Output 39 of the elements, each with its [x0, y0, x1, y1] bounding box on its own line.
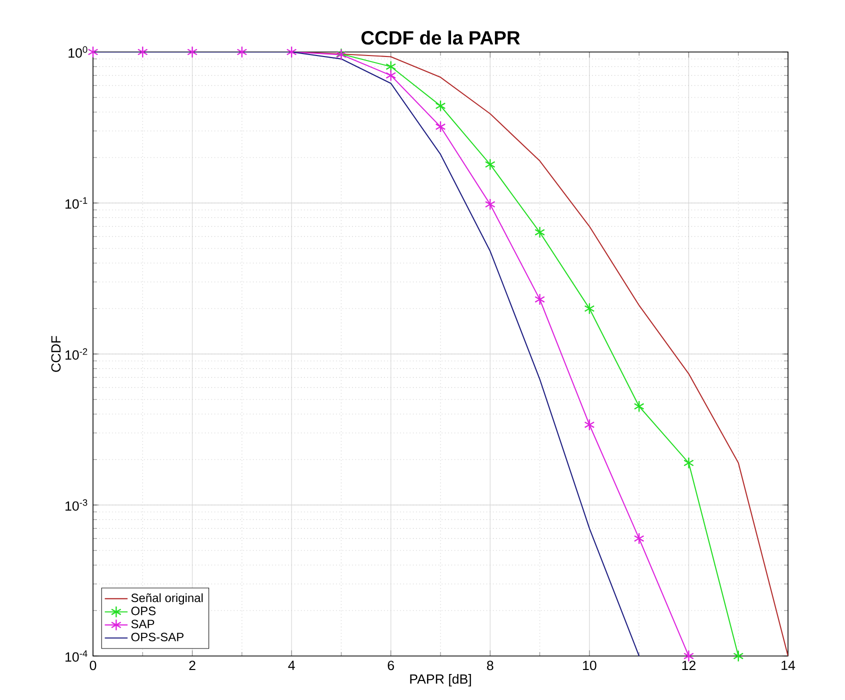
- point: [684, 456, 694, 469]
- point: [386, 69, 396, 82]
- point: [534, 226, 546, 238]
- y-tick-label: 10$^{-4}$: [66, 650, 88, 662]
- point: [236, 46, 248, 58]
- y-tick-label: 10$^{-3}$: [66, 499, 88, 511]
- point: [733, 650, 744, 662]
- point: [386, 60, 396, 73]
- point: [534, 293, 546, 306]
- legend-label: OPS: [131, 606, 156, 616]
- point: [435, 100, 446, 112]
- x-tick-label: 10: [583, 660, 596, 670]
- x-tick-label: 6: [388, 660, 394, 670]
- x-tick-label: 2: [189, 660, 196, 670]
- y-axis-title: CCDF: [51, 336, 61, 372]
- point: [286, 46, 297, 58]
- point: [484, 158, 496, 170]
- chart-title: CCDF de la PAPR: [361, 30, 520, 45]
- y-tick-label: 10$^{-2}$: [66, 348, 88, 360]
- point: [137, 46, 148, 58]
- x-axis-title: PAPR [dB]: [410, 674, 471, 686]
- y-tick-label: 10$^{-1}$: [66, 197, 88, 209]
- point: [88, 46, 98, 58]
- legend-label: Señal original: [131, 593, 203, 605]
- legend-label: OPS-SAP: [131, 632, 184, 642]
- point: [435, 120, 446, 133]
- legend-label: SAP: [131, 620, 154, 628]
- point: [187, 46, 198, 58]
- x-tick-label: 0: [90, 660, 96, 670]
- point: [634, 400, 644, 412]
- x-tick-label: 14: [782, 660, 796, 670]
- point: [484, 198, 496, 210]
- point: [634, 532, 644, 544]
- point: [584, 302, 595, 314]
- point: [584, 418, 595, 431]
- x-tick-label: 8: [487, 660, 494, 670]
- x-tick-label: 12: [682, 660, 696, 670]
- x-tick-label: 4: [288, 660, 295, 670]
- y-tick-label: 10$^{0}$: [68, 46, 88, 58]
